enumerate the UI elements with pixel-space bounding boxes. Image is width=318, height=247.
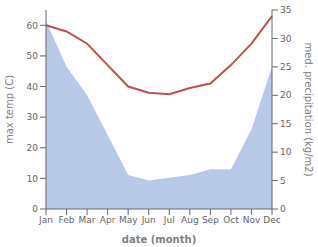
svg-text:35: 35	[280, 5, 291, 15]
svg-text:Jan: Jan	[38, 215, 53, 225]
svg-text:max temp (C): max temp (C)	[8, 75, 15, 144]
svg-text:20: 20	[280, 90, 292, 100]
svg-text:0: 0	[280, 204, 286, 214]
svg-text:30: 30	[27, 112, 39, 122]
svg-text:Aug: Aug	[181, 215, 199, 225]
svg-text:Jun: Jun	[141, 215, 156, 225]
svg-text:Jul: Jul	[163, 215, 175, 225]
svg-text:10: 10	[280, 147, 292, 157]
svg-text:15: 15	[280, 119, 291, 129]
svg-text:0: 0	[32, 204, 38, 214]
svg-text:Apr: Apr	[100, 215, 116, 225]
svg-text:5: 5	[280, 176, 286, 186]
svg-text:10: 10	[27, 174, 39, 184]
svg-text:25: 25	[280, 62, 291, 72]
svg-text:30: 30	[280, 34, 292, 44]
svg-text:Mar: Mar	[79, 215, 96, 225]
svg-text:Oct: Oct	[223, 215, 239, 225]
svg-text:60: 60	[27, 21, 39, 31]
svg-text:med. precipitation (kg/m2): med. precipitation (kg/m2)	[303, 42, 310, 176]
svg-text:Dec: Dec	[263, 215, 280, 225]
svg-text:20: 20	[27, 143, 39, 153]
svg-text:50: 50	[27, 51, 39, 61]
svg-text:May: May	[119, 215, 138, 225]
svg-text:Sep: Sep	[202, 215, 219, 225]
svg-text:40: 40	[27, 82, 39, 92]
svg-text:date (month): date (month)	[122, 234, 196, 245]
svg-text:Nov: Nov	[243, 215, 261, 225]
svg-text:Feb: Feb	[59, 215, 75, 225]
